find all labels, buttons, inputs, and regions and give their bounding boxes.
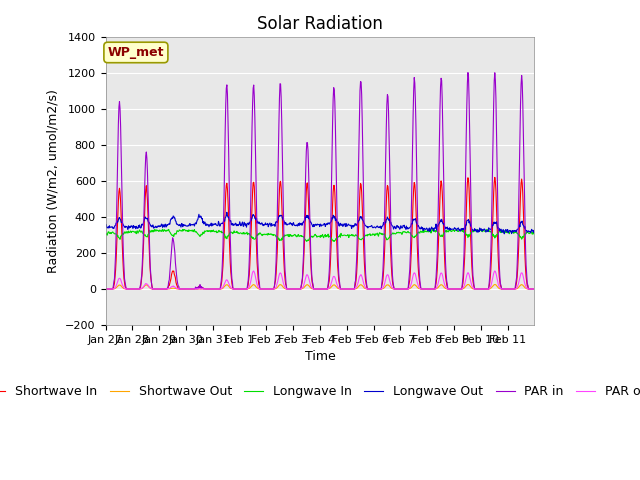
- Longwave In: [232, 229, 239, 235]
- Shortwave Out: [531, 286, 538, 292]
- Longwave Out: [232, 220, 239, 226]
- PAR in: [152, 286, 159, 292]
- Longwave In: [152, 228, 159, 234]
- Shortwave Out: [252, 284, 260, 290]
- Longwave In: [159, 227, 166, 232]
- Longwave In: [365, 232, 372, 238]
- Title: Solar Radiation: Solar Radiation: [257, 15, 383, 33]
- Line: Shortwave Out: Shortwave Out: [106, 285, 534, 289]
- Longwave Out: [364, 225, 372, 231]
- PAR in: [231, 286, 239, 292]
- Line: Longwave Out: Longwave Out: [106, 212, 534, 234]
- PAR out: [252, 276, 260, 282]
- Shortwave Out: [268, 286, 276, 292]
- Longwave In: [253, 233, 260, 239]
- Longwave Out: [531, 227, 538, 232]
- Shortwave Out: [464, 282, 472, 288]
- Longwave In: [330, 239, 338, 244]
- PAR out: [102, 286, 109, 292]
- PAR out: [231, 286, 239, 292]
- PAR in: [531, 286, 538, 292]
- Shortwave In: [491, 175, 499, 180]
- Line: Shortwave In: Shortwave In: [106, 178, 534, 289]
- Shortwave Out: [364, 286, 371, 292]
- Shortwave In: [231, 286, 239, 292]
- Shortwave In: [364, 286, 371, 292]
- PAR out: [364, 286, 371, 292]
- Shortwave Out: [387, 285, 395, 291]
- Y-axis label: Radiation (W/m2, umol/m2/s): Radiation (W/m2, umol/m2/s): [47, 89, 60, 273]
- PAR out: [491, 268, 499, 274]
- PAR in: [102, 286, 109, 292]
- Longwave Out: [388, 223, 396, 228]
- Longwave Out: [152, 223, 159, 229]
- PAR in: [268, 286, 276, 292]
- Line: Longwave In: Longwave In: [106, 229, 534, 241]
- Longwave Out: [253, 215, 260, 221]
- Line: PAR in: PAR in: [106, 72, 534, 289]
- PAR in: [464, 70, 472, 75]
- Shortwave Out: [231, 286, 239, 292]
- Shortwave In: [387, 263, 395, 269]
- Shortwave Out: [152, 286, 159, 292]
- X-axis label: Time: Time: [305, 350, 335, 363]
- Shortwave In: [152, 286, 159, 292]
- PAR out: [152, 286, 159, 292]
- Longwave Out: [500, 231, 508, 237]
- Legend: Shortwave In, Shortwave Out, Longwave In, Longwave Out, PAR in, PAR out: Shortwave In, Shortwave Out, Longwave In…: [0, 380, 640, 403]
- Longwave In: [102, 230, 109, 236]
- Text: WP_met: WP_met: [108, 46, 164, 59]
- Line: PAR out: PAR out: [106, 271, 534, 289]
- Shortwave In: [268, 286, 276, 292]
- PAR in: [252, 179, 260, 185]
- Longwave Out: [269, 223, 276, 228]
- Shortwave In: [102, 286, 109, 292]
- Longwave In: [269, 231, 276, 237]
- PAR out: [531, 286, 538, 292]
- Shortwave In: [531, 286, 538, 292]
- PAR out: [268, 286, 276, 292]
- Longwave Out: [223, 209, 230, 215]
- PAR in: [387, 244, 395, 250]
- Longwave Out: [102, 223, 109, 228]
- Longwave In: [531, 230, 538, 236]
- PAR in: [364, 286, 371, 292]
- Shortwave Out: [102, 286, 109, 292]
- Shortwave In: [252, 229, 260, 235]
- PAR out: [387, 283, 395, 288]
- Longwave In: [388, 230, 396, 236]
